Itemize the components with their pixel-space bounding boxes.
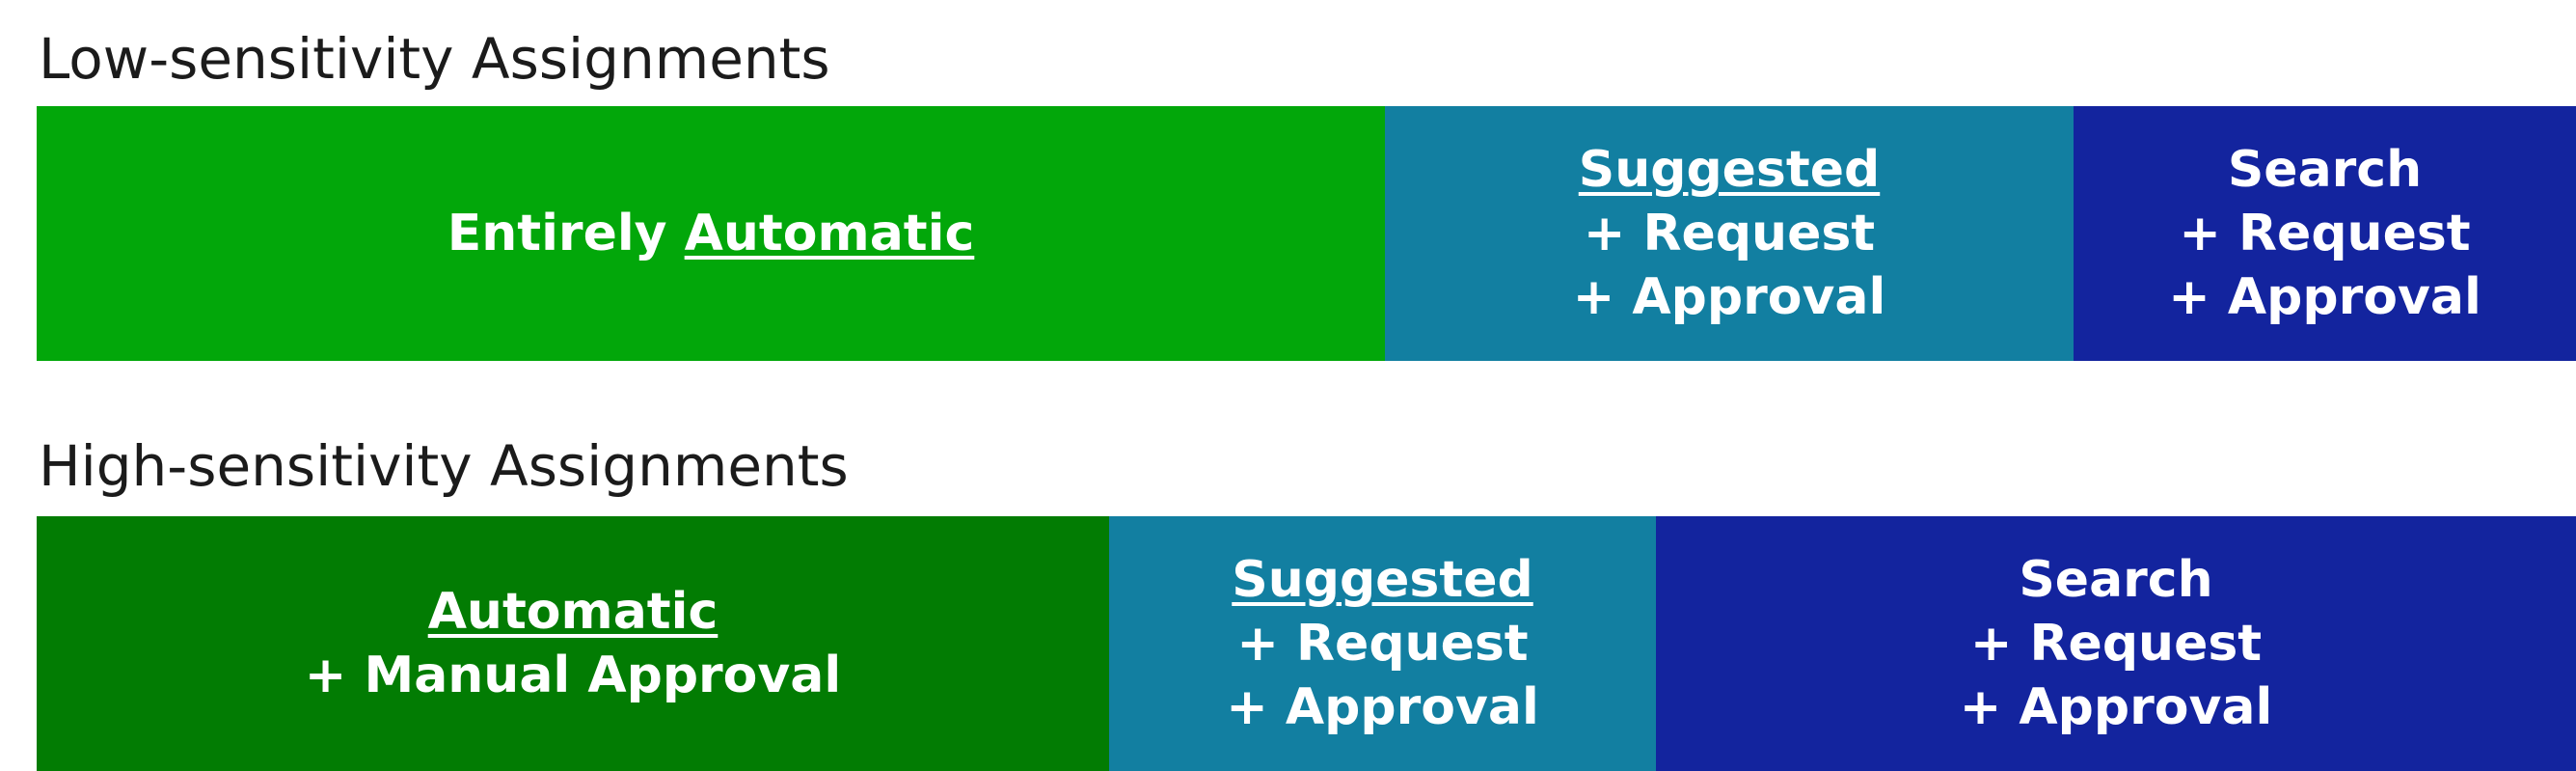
low-automatic-underlined: Automatic [684,205,975,262]
high-suggested-approval: + Approval [1226,678,1539,736]
high-sensitivity-bar: Automatic + Manual Approval Suggested + … [37,516,2576,771]
high-search-segment: Search + Request + Approval [1656,516,2576,771]
low-suggested-heading: Suggested [1578,141,1881,199]
low-sensitivity-title: Low-sensitivity Assignments [39,26,830,92]
low-automatic-segment: Entirely Automatic [37,106,1385,361]
low-suggested-segment: Suggested + Request + Approval [1385,106,2074,361]
low-search-segment: Search + Request + Approval [2074,106,2576,361]
high-search-heading: Search [2019,551,2213,609]
high-search-request: + Request [1969,615,2263,673]
low-automatic-prefix: Entirely [447,205,685,262]
low-sensitivity-bar: Entirely Automatic Suggested + Request +… [37,106,2576,361]
high-automatic-segment: Automatic + Manual Approval [37,516,1109,771]
high-search-approval: + Approval [1959,678,2273,736]
high-sensitivity-title: High-sensitivity Assignments [39,433,849,499]
high-automatic-manual-approval: + Manual Approval [304,647,842,704]
low-search-heading: Search [2227,141,2423,199]
high-automatic-heading: Automatic [427,583,719,641]
low-search-approval: + Approval [2168,268,2481,326]
low-automatic-label: Entirely Automatic [447,202,975,265]
low-suggested-request: + Request [1583,205,1876,262]
low-suggested-approval: + Approval [1572,268,1886,326]
low-search-request: + Request [2179,205,2471,262]
high-suggested-request: + Request [1236,615,1529,673]
high-suggested-heading: Suggested [1232,551,1533,609]
high-suggested-segment: Suggested + Request + Approval [1109,516,1656,771]
